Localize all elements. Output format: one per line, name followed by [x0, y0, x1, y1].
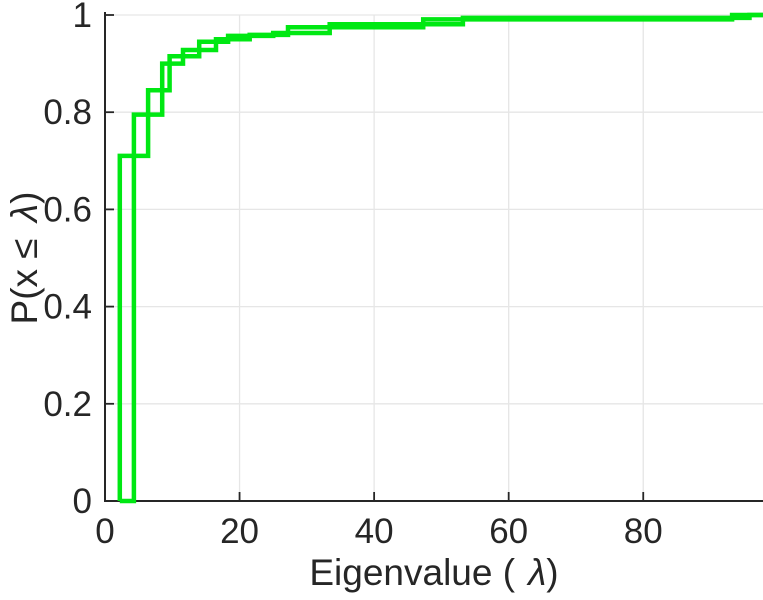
x-axis-label: Eigenvalue ( λ): [105, 552, 763, 594]
grid-layer: [105, 14, 763, 501]
ecdf-curve-1: [117, 12, 763, 501]
lambda-symbol: λ: [528, 552, 547, 593]
x-tick-label-80: 80: [624, 512, 663, 551]
x-axis-label-close: ): [546, 552, 559, 593]
x-tick-label-60: 60: [489, 512, 528, 551]
lambda-symbol: λ: [4, 203, 45, 223]
y-axis-label-text: P(x ≤: [4, 228, 45, 325]
y-tick-label-0.4: 0.4: [43, 288, 92, 327]
x-tick-label-20: 20: [220, 512, 259, 551]
y-tick-label-0.2: 0.2: [43, 385, 92, 424]
x-tick-label-0: 0: [95, 512, 114, 551]
axes-layer: [104, 12, 763, 502]
curve-layer: [117, 12, 763, 504]
tick-label-layer: 0 20 40 60 80 0 0.2 0.4 0.6 0.8 1: [43, 0, 662, 551]
y-tick-label-0: 0: [73, 482, 92, 521]
y-tick-label-0.8: 0.8: [43, 93, 92, 132]
x-axis-label-text: Eigenvalue (: [309, 552, 516, 593]
y-tick-label-0.6: 0.6: [43, 190, 92, 229]
ecdf-curve-2: [119, 12, 763, 504]
y-axis-label: P(x ≤ λ): [4, 146, 48, 370]
x-tick-label-40: 40: [355, 512, 394, 551]
y-tick-label-1: 1: [73, 0, 92, 35]
y-axis-label-close: ): [4, 191, 45, 204]
